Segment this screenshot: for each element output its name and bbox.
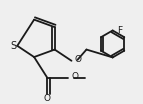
Text: F: F xyxy=(117,26,122,35)
Text: S: S xyxy=(10,41,16,51)
Text: O: O xyxy=(44,94,51,103)
Text: O: O xyxy=(75,55,82,64)
Text: O: O xyxy=(71,72,78,81)
